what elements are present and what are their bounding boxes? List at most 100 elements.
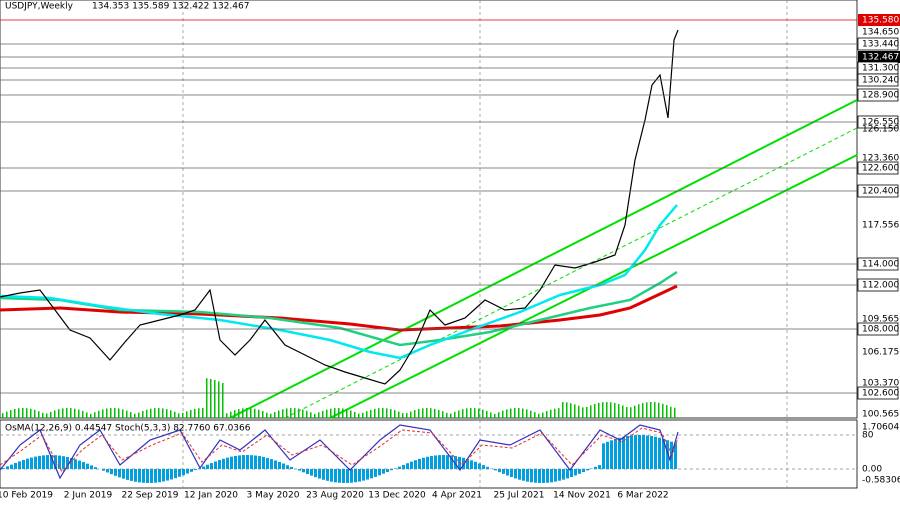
- osma-bar: [234, 456, 237, 469]
- volume-bar: [358, 414, 360, 418]
- osma-bar: [646, 435, 649, 469]
- volume-bar: [302, 409, 304, 418]
- osma-bar: [550, 469, 553, 482]
- volume-bar: [570, 403, 572, 418]
- osma-bar: [330, 469, 333, 482]
- osma-bar: [614, 439, 617, 469]
- volume-bar: [410, 412, 412, 418]
- volume-bar: [594, 404, 596, 418]
- volume-bar: [558, 408, 560, 418]
- volume-bar: [274, 412, 276, 418]
- time-axis-label: 12 Jan 2020: [184, 491, 238, 501]
- volume-bar: [502, 411, 504, 418]
- osma-bar: [90, 465, 93, 469]
- volume-bar: [66, 408, 68, 418]
- osma-bar: [170, 469, 173, 479]
- volume-bar: [622, 405, 624, 418]
- volume-bar: [438, 410, 440, 418]
- time-axis-label: 14 Nov 2021: [553, 491, 611, 501]
- volume-bar: [458, 410, 460, 418]
- osma-bar: [482, 465, 485, 469]
- osma-bar: [658, 438, 661, 469]
- osma-bar: [358, 469, 361, 482]
- osma-bar: [314, 469, 317, 477]
- volume-bar: [406, 413, 408, 418]
- osma-bar: [26, 459, 29, 469]
- osma-bar: [446, 455, 449, 469]
- osma-bar: [586, 469, 589, 470]
- volume-bar: [626, 407, 628, 418]
- osma-bar: [350, 469, 353, 483]
- osma-bar: [598, 465, 601, 469]
- volume-bar: [442, 411, 444, 418]
- volume-bar: [642, 403, 644, 418]
- volume-bar: [114, 408, 116, 418]
- osma-bar: [290, 467, 293, 469]
- osma-bar: [434, 455, 437, 469]
- volume-bar: [482, 410, 484, 418]
- osma-bar: [278, 462, 281, 469]
- osma-bar: [334, 469, 337, 482]
- volume-bar: [294, 408, 296, 418]
- volume-bar: [214, 380, 216, 418]
- volume-bar: [630, 407, 632, 418]
- osma-bar: [342, 469, 345, 483]
- osma-bar: [326, 469, 329, 481]
- osma-bar: [474, 462, 477, 469]
- volume-bar: [258, 410, 260, 418]
- indicator-label: OsMA(12,26,9) 0.44547 Stoch(5,3,3) 82.77…: [5, 424, 251, 434]
- osma-bar: [118, 469, 121, 477]
- volume-bar: [178, 413, 180, 418]
- osma-bar: [238, 455, 241, 469]
- volume-bar: [154, 408, 156, 418]
- time-axis-label: 22 Sep 2019: [121, 491, 178, 501]
- volume-bar: [26, 408, 28, 418]
- osma-bar: [250, 455, 253, 469]
- osma-bar: [650, 436, 653, 469]
- volume-bar: [306, 411, 308, 418]
- volume-bar: [542, 413, 544, 418]
- osma-bar: [442, 455, 445, 469]
- volume-bar: [350, 410, 352, 418]
- osma-bar: [62, 456, 65, 469]
- volume-bar: [578, 406, 580, 418]
- osma-bar: [302, 469, 305, 472]
- osma-bar: [2, 468, 5, 469]
- time-axis-label: 2 Jun 2019: [64, 491, 113, 501]
- volume-bar: [146, 410, 148, 418]
- volume-bar: [70, 408, 72, 418]
- osma-bar: [74, 459, 77, 469]
- osma-bar: [298, 469, 301, 471]
- osma-bar: [274, 460, 277, 469]
- volume-bar: [550, 410, 552, 418]
- osma-bar: [126, 469, 129, 480]
- volume-bar: [534, 412, 536, 418]
- osma-bar: [30, 458, 33, 469]
- osma-bar: [222, 459, 225, 469]
- price-axis-label: 134.650: [862, 28, 899, 38]
- osma-bar: [306, 469, 309, 474]
- osma-bar: [22, 460, 25, 469]
- osma-bar: [10, 465, 13, 469]
- osma-bar: [86, 464, 89, 469]
- volume-bar: [606, 402, 608, 418]
- time-axis-label: 23 Aug 2020: [306, 491, 364, 501]
- osma-bar: [18, 461, 21, 469]
- osma-bar: [346, 469, 349, 483]
- osma-bar: [642, 435, 645, 469]
- volume-bar: [30, 409, 32, 418]
- osma-bar: [242, 455, 245, 469]
- volume-bar: [418, 409, 420, 418]
- volume-bar: [50, 412, 52, 418]
- osma-bar: [146, 469, 149, 483]
- osma-bar: [538, 469, 541, 483]
- osma-bar: [606, 442, 609, 469]
- volume-bar: [86, 412, 88, 418]
- osma-bar: [158, 469, 161, 482]
- volume-bar: [490, 412, 492, 418]
- volume-bar: [286, 408, 288, 418]
- volume-bar: [314, 414, 316, 418]
- volume-bar: [638, 404, 640, 418]
- osma-bar: [202, 466, 205, 469]
- osma-bar: [414, 460, 417, 469]
